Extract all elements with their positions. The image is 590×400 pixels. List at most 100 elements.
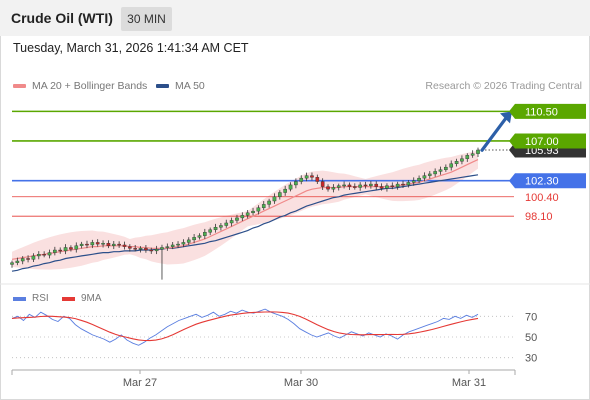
candle-body: [245, 212, 250, 216]
candle-body: [79, 243, 84, 246]
candle-body: [224, 222, 229, 226]
timeframe-badge[interactable]: 30 MIN: [121, 7, 172, 31]
candle-body: [294, 181, 298, 186]
rsi-swatch: [13, 296, 26, 301]
candle-body: [36, 254, 41, 257]
candle-body: [390, 185, 395, 187]
legend-item-ma20: MA 20 + Bollinger Bands: [13, 80, 147, 92]
candle-body: [379, 186, 384, 189]
candle-body: [213, 226, 218, 230]
candle-body: [149, 249, 154, 252]
candle-body: [53, 249, 57, 253]
candle-body: [427, 173, 432, 176]
badge-level-107.00-text: 107.00: [525, 136, 559, 148]
candle-body: [138, 248, 143, 250]
candle-body: [10, 262, 14, 265]
candle-body: [320, 181, 325, 187]
candle-body: [128, 246, 132, 249]
candle-body: [74, 245, 79, 250]
instrument-title: Crude Oil (WTI): [11, 10, 113, 26]
candle-body: [374, 183, 379, 187]
candle-body: [208, 229, 212, 233]
badge-level-102.30-bg: [509, 173, 586, 189]
candle-body: [15, 260, 20, 263]
ma9-swatch: [62, 296, 75, 301]
x-tick-label: Mar 27: [123, 377, 157, 389]
candle-body: [229, 220, 234, 224]
candle-body: [454, 161, 459, 164]
candle-body: [449, 163, 454, 168]
candle-body: [117, 243, 121, 246]
rsi-line: [11, 308, 479, 346]
timestamp: Tuesday, March 31, 2026 1:41:34 AM CET: [13, 41, 249, 55]
legend-item-ma50: MA 50: [156, 80, 205, 92]
candle-body: [326, 186, 330, 190]
candle-body: [133, 248, 138, 250]
candle-body: [251, 210, 255, 214]
candle-body: [385, 185, 389, 189]
candle-body: [476, 149, 480, 154]
header-bar: Crude Oil (WTI) 30 MIN: [0, 0, 590, 36]
label-level-100.40: 100.40: [525, 192, 559, 204]
candle-body: [154, 248, 159, 252]
legend-label-9ma: 9MA: [81, 293, 102, 304]
badge-level-110.50-text: 110.50: [525, 106, 558, 118]
badge-level-107.00-bg: [509, 133, 586, 149]
candle-body: [122, 244, 127, 247]
candle-body: [111, 243, 116, 246]
candle-body: [160, 247, 164, 250]
candle-body: [69, 247, 73, 250]
candle-body: [315, 177, 320, 182]
candle-body: [310, 175, 314, 178]
legend-item-9ma: 9MA: [62, 293, 102, 304]
candle-body: [438, 169, 443, 172]
candle-body: [240, 215, 245, 219]
ma20-swatch: [13, 84, 26, 88]
bollinger-band: [12, 150, 478, 270]
candle-body: [170, 244, 175, 247]
legend-label-rsi: RSI: [32, 293, 49, 304]
legend-item-rsi: RSI: [13, 293, 49, 304]
candle-body: [176, 243, 180, 246]
candle-body: [101, 243, 105, 245]
research-credit: Research © 2026 Trading Central: [425, 80, 582, 92]
candle-body: [26, 258, 30, 260]
label-level-98.10: 98.10: [525, 211, 553, 223]
candle-body: [347, 184, 352, 187]
candle-body: [433, 171, 437, 175]
candle-body: [272, 196, 277, 202]
candle-body: [363, 184, 368, 187]
ma20-line: [11, 159, 479, 260]
candle-body: [90, 242, 95, 246]
candle-body: [342, 184, 346, 187]
candle-body: [352, 186, 357, 188]
candle-body: [186, 239, 191, 243]
candle-body: [417, 177, 421, 181]
candle-body: [261, 204, 266, 208]
candle-body: [283, 188, 287, 193]
legend-label-ma50: MA 50: [175, 80, 205, 92]
candle-body: [219, 225, 223, 228]
forecast-arrow-shaft: [480, 113, 510, 152]
rsi-tick-50: 50: [525, 332, 537, 344]
candle-body: [256, 207, 261, 212]
candle-body: [358, 184, 362, 188]
candle-body: [106, 243, 111, 247]
candle-body: [42, 254, 46, 256]
candle-body: [165, 246, 170, 248]
candle-body: [278, 192, 282, 197]
candle-body: [422, 175, 427, 179]
badge-level-110.50-bg: [509, 103, 586, 119]
legend-label-ma20: MA 20 + Bollinger Bands: [32, 80, 148, 92]
candle-body: [181, 242, 186, 245]
candle-body: [304, 175, 309, 179]
x-tick-label: Mar 31: [452, 377, 486, 389]
ma50-swatch: [156, 84, 169, 88]
candle-body: [470, 153, 475, 156]
candle-body: [47, 252, 52, 256]
rsi-tick-70: 70: [525, 311, 537, 323]
rsi-ma9-line: [11, 311, 479, 342]
candle-body: [465, 155, 470, 159]
candle-body: [235, 217, 239, 221]
